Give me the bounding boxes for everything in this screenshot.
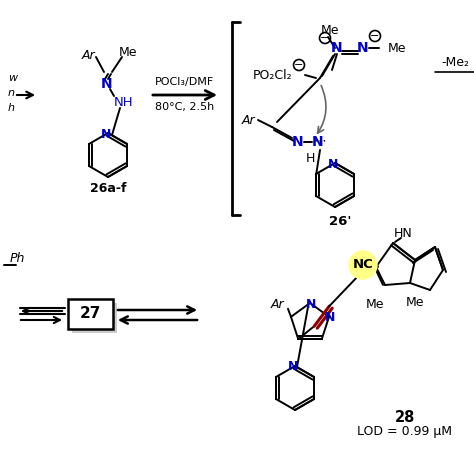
Text: HN: HN bbox=[393, 227, 412, 239]
Text: N: N bbox=[312, 135, 324, 149]
Text: Me: Me bbox=[406, 297, 424, 310]
Text: Me: Me bbox=[366, 299, 384, 311]
Text: 28: 28 bbox=[395, 410, 415, 426]
Text: N: N bbox=[357, 41, 369, 55]
Circle shape bbox=[349, 251, 377, 279]
Text: Ar: Ar bbox=[241, 113, 255, 127]
Text: N: N bbox=[292, 135, 304, 149]
Text: N: N bbox=[101, 77, 113, 91]
Text: N: N bbox=[306, 298, 316, 310]
Text: 26a-f: 26a-f bbox=[90, 182, 126, 195]
Text: Ph: Ph bbox=[10, 252, 26, 264]
Text: PO₂Cl₂: PO₂Cl₂ bbox=[253, 69, 292, 82]
Text: Me: Me bbox=[388, 42, 407, 55]
Text: 26': 26' bbox=[329, 215, 351, 228]
Text: N: N bbox=[328, 157, 338, 171]
Text: NC: NC bbox=[353, 258, 374, 272]
Text: w: w bbox=[8, 73, 17, 83]
Text: H: H bbox=[305, 152, 315, 164]
Text: N: N bbox=[288, 361, 298, 374]
Bar bbox=[68, 299, 113, 329]
Text: N: N bbox=[325, 311, 335, 324]
Text: -Me₂: -Me₂ bbox=[441, 55, 469, 69]
Text: POCl₃/DMF: POCl₃/DMF bbox=[155, 77, 215, 87]
Text: −: − bbox=[370, 31, 380, 41]
Text: h: h bbox=[8, 103, 15, 113]
Text: Me: Me bbox=[119, 46, 137, 58]
Bar bbox=[72, 303, 117, 333]
Text: ⋯: ⋯ bbox=[314, 135, 326, 147]
Text: n: n bbox=[8, 88, 15, 98]
Text: NH: NH bbox=[114, 95, 134, 109]
Text: N: N bbox=[331, 41, 343, 55]
Text: −: − bbox=[320, 33, 330, 43]
Text: Me: Me bbox=[321, 24, 339, 36]
Text: −: − bbox=[294, 60, 304, 70]
Text: Ar: Ar bbox=[81, 48, 95, 62]
Text: LOD = 0.99 μM: LOD = 0.99 μM bbox=[357, 426, 453, 438]
Text: Ar: Ar bbox=[271, 298, 285, 311]
Text: N: N bbox=[101, 128, 111, 140]
Text: 80°C, 2.5h: 80°C, 2.5h bbox=[155, 102, 215, 112]
Text: 27: 27 bbox=[79, 307, 100, 321]
